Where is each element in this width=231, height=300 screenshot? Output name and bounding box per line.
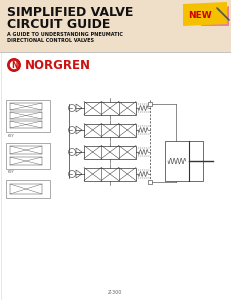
Bar (84, 124, 136, 136)
Bar (84, 146, 136, 158)
Text: CIRCUIT GUIDE: CIRCUIT GUIDE (7, 17, 110, 31)
Bar (10, 121, 42, 128)
Text: SIMPLIFIED VALVE: SIMPLIFIED VALVE (7, 7, 133, 20)
Text: N: N (11, 61, 17, 70)
Circle shape (7, 58, 21, 72)
Bar (148, 180, 152, 184)
Text: KEY: KEY (8, 134, 15, 138)
Bar (84, 167, 136, 181)
Bar (10, 146, 42, 154)
Bar (10, 157, 42, 165)
Bar (10, 112, 42, 119)
Bar (6, 143, 50, 169)
Bar (10, 184, 42, 194)
Bar (6, 180, 50, 198)
Circle shape (10, 61, 18, 69)
Bar (10, 103, 42, 110)
Bar (84, 101, 136, 115)
Text: KEY: KEY (8, 170, 15, 174)
Text: Z-300: Z-300 (108, 290, 122, 295)
Text: NEW: NEW (188, 11, 212, 20)
Text: A GUIDE TO UNDERSTANDING PNEUMATIC: A GUIDE TO UNDERSTANDING PNEUMATIC (7, 32, 123, 37)
Bar (148, 102, 152, 106)
Bar (0, 0, 231, 52)
Bar (165, 141, 203, 181)
Polygon shape (201, 6, 229, 26)
Text: NORGREN: NORGREN (25, 59, 91, 72)
Text: DIRECTIONAL CONTROL VALVES: DIRECTIONAL CONTROL VALVES (7, 38, 94, 43)
Polygon shape (183, 2, 227, 26)
Bar (6, 100, 50, 132)
